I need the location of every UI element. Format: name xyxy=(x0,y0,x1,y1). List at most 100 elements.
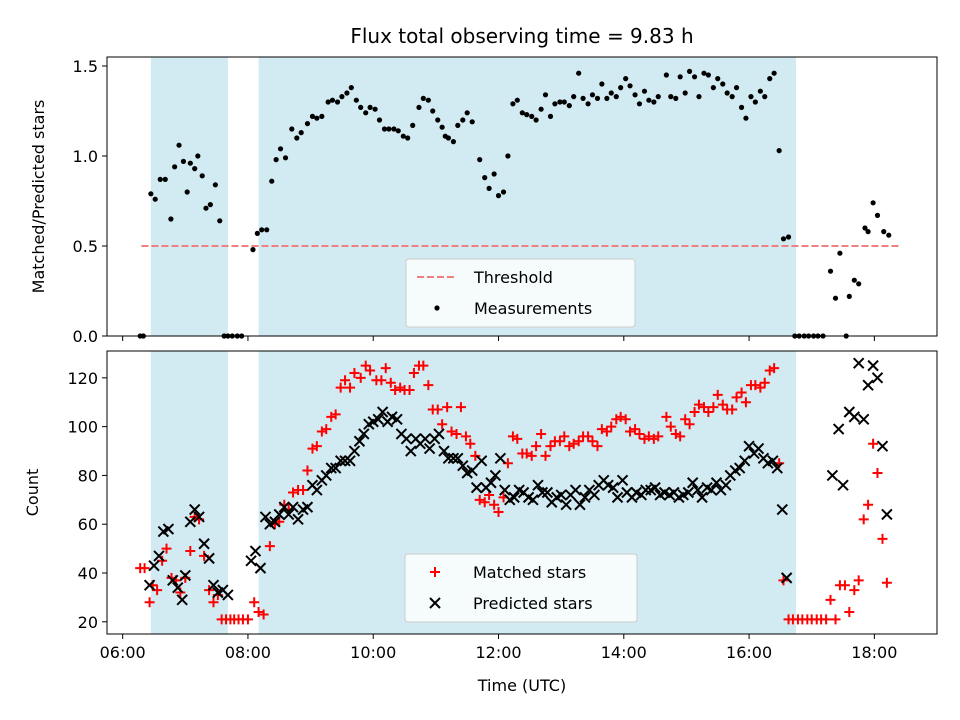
measurement-point xyxy=(767,76,773,82)
predicted-star-point xyxy=(780,572,793,584)
measurement-point xyxy=(376,117,383,123)
measurement-point xyxy=(604,95,610,101)
predicted-star-point xyxy=(767,455,779,467)
measurement-point xyxy=(743,115,749,121)
plot-frame xyxy=(106,350,938,635)
measurement-point xyxy=(455,122,461,128)
measurement-point xyxy=(500,189,507,195)
measurement-point xyxy=(881,229,887,235)
measurement-point xyxy=(566,103,572,109)
predicted-star-point xyxy=(837,479,849,491)
y-tick-label: 80 xyxy=(78,466,98,485)
matched-star-point xyxy=(418,360,429,371)
matched-star-point xyxy=(665,421,676,432)
predicted-star-point xyxy=(560,498,572,511)
measurement-point xyxy=(482,175,488,181)
y-tick-label: 0.5 xyxy=(73,237,98,256)
measurement-point xyxy=(589,92,596,98)
predicted-star-point xyxy=(555,489,567,501)
predicted-star-point xyxy=(871,372,884,384)
predicted-star-point xyxy=(423,442,436,455)
predicted-star-point xyxy=(162,523,175,535)
matched-star-point xyxy=(139,563,150,574)
matched-star-point xyxy=(423,380,434,391)
measurement-point xyxy=(561,99,567,105)
measurement-point xyxy=(538,106,544,112)
x-tick-label: 08:00 xyxy=(225,643,271,662)
x-axis-label: Time (UTC) xyxy=(477,676,566,695)
legend-label-matched: Matched stars xyxy=(473,563,586,582)
x-tick-label: 06:00 xyxy=(100,643,146,662)
measurement-point xyxy=(314,115,320,121)
predicted-star-point xyxy=(143,579,156,591)
matched-star-point xyxy=(493,507,504,518)
predicted-star-point xyxy=(611,491,624,504)
measurement-point xyxy=(450,139,457,145)
measurement-point xyxy=(250,247,256,253)
measurement-point xyxy=(282,155,289,161)
measurement-point xyxy=(547,113,554,119)
legend-label-predicted: Predicted stars xyxy=(473,594,593,613)
measurement-point xyxy=(212,182,218,188)
matched-star-point xyxy=(755,382,766,393)
measurement-point xyxy=(405,135,411,141)
measurement-point xyxy=(386,126,392,132)
matched-star-point xyxy=(680,414,691,425)
y-tick-label: 100 xyxy=(67,418,98,437)
predicted-star-point xyxy=(494,452,507,465)
predicted-star-point xyxy=(696,491,708,504)
predicted-star-point xyxy=(457,459,469,472)
matched-star-point xyxy=(881,577,892,588)
predicted-star-point xyxy=(344,455,356,467)
x-ticks: 06:00 08:00 10:00 12:00 14:00 16:00 18:00 xyxy=(100,634,897,662)
measurement-point xyxy=(298,130,304,136)
matched-star-point xyxy=(596,424,607,435)
matched-star-point xyxy=(844,607,855,618)
predicted-star-point xyxy=(172,581,184,594)
measurement-point xyxy=(785,234,792,240)
predicted-star-point xyxy=(405,445,417,457)
matched-star-point xyxy=(161,543,172,554)
measurement-point xyxy=(395,128,401,134)
measurement-point xyxy=(705,72,711,78)
measurement-point xyxy=(469,119,475,125)
predicted-star-point xyxy=(705,484,718,496)
matched-star-point xyxy=(740,397,751,408)
measurement-point xyxy=(655,94,661,100)
matched-star-point xyxy=(689,406,700,417)
matched-star-point xyxy=(330,409,341,420)
matched-star-point xyxy=(712,389,723,400)
predicted-star-point xyxy=(720,479,732,491)
predicted-star-point xyxy=(292,513,304,526)
measurement-point xyxy=(259,227,265,233)
measurement-point xyxy=(668,94,674,100)
measurement-point xyxy=(162,176,168,182)
matched-star-point xyxy=(437,419,448,430)
predicted-star-point xyxy=(832,423,845,435)
predicted-star-point xyxy=(249,545,262,557)
measurement-point xyxy=(420,95,426,101)
measurement-point xyxy=(425,97,431,103)
y-tick-label: 0.0 xyxy=(73,327,98,346)
measurement-point xyxy=(862,225,868,231)
y-ticks: 20 40 60 80 100 120 xyxy=(67,369,107,632)
legend-box xyxy=(405,258,636,328)
measurement-point xyxy=(519,110,525,116)
predicted-star-point xyxy=(329,462,342,474)
matched-star-point xyxy=(675,431,686,442)
y-tick-label: 1.5 xyxy=(73,57,98,76)
measurement-point xyxy=(460,117,466,123)
predicted-star-point xyxy=(752,442,765,455)
measurement-point xyxy=(339,94,345,100)
predicted-star-point xyxy=(826,469,839,482)
plot-frame xyxy=(106,56,938,337)
x-ticks xyxy=(122,336,875,341)
matched-star-point xyxy=(242,614,253,625)
matched-star-point xyxy=(479,497,490,508)
measurement-point xyxy=(430,108,436,114)
predicted-star-point xyxy=(311,484,323,496)
matched-star-point xyxy=(661,411,672,422)
predicted-star-point xyxy=(499,484,511,496)
measurement-point xyxy=(585,101,591,107)
matched-star-point xyxy=(446,426,457,437)
